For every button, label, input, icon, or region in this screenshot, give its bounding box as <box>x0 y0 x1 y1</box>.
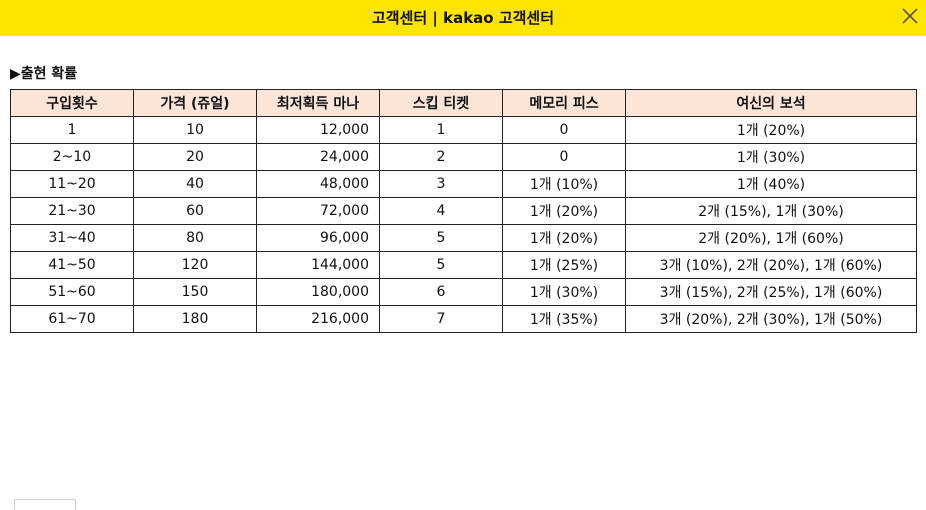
price-cell: 60 <box>133 197 257 225</box>
price-cell: 20 <box>133 143 257 171</box>
goddess-gem-cell: 2개 (20%), 1개 (60%) <box>625 224 917 252</box>
skip-ticket-cell: 5 <box>379 251 503 279</box>
purchase-count-cell: 41~50 <box>10 251 134 279</box>
purchase-count-cell: 21~30 <box>10 197 134 225</box>
price-cell: 180 <box>133 305 257 333</box>
price-cell: 80 <box>133 224 257 252</box>
goddess-gem-cell: 3개 (15%), 2개 (25%), 1개 (60%) <box>625 278 917 306</box>
min-mana-cell: 48,000 <box>256 170 380 198</box>
table-row: 61~70 180 216,000 7 1개 (35%) 3개 (20%), 2… <box>10 305 917 333</box>
skip-ticket-cell: 1 <box>379 116 503 144</box>
window-title: 고객센터 | kakao 고객센터 <box>371 9 555 27</box>
probability-table: 구입횟수 가격 (쥬얼) 최저획득 마나 스킵 티켓 메모리 피스 여신의 보석… <box>10 89 917 333</box>
memory-piece-cell: 1개 (10%) <box>502 170 626 198</box>
memory-piece-cell: 0 <box>502 143 626 171</box>
purchase-count-cell: 31~40 <box>10 224 134 252</box>
column-header: 메모리 피스 <box>502 89 626 117</box>
memory-piece-cell: 1개 (20%) <box>502 224 626 252</box>
goddess-gem-cell: 2개 (15%), 1개 (30%) <box>625 197 917 225</box>
column-header: 여신의 보석 <box>625 89 917 117</box>
purchase-count-cell: 11~20 <box>10 170 134 198</box>
skip-ticket-cell: 3 <box>379 170 503 198</box>
skip-ticket-cell: 4 <box>379 197 503 225</box>
section-title: ▶출현 확률 <box>10 66 78 82</box>
purchase-count-cell: 1 <box>10 116 134 144</box>
memory-piece-cell: 1개 (25%) <box>502 251 626 279</box>
table-row: 51~60 150 180,000 6 1개 (30%) 3개 (15%), 2… <box>10 278 917 306</box>
min-mana-cell: 144,000 <box>256 251 380 279</box>
min-mana-cell: 24,000 <box>256 143 380 171</box>
skip-ticket-cell: 7 <box>379 305 503 333</box>
skip-ticket-cell: 6 <box>379 278 503 306</box>
table-row: 21~30 60 72,000 4 1개 (20%) 2개 (15%), 1개 … <box>10 197 917 225</box>
column-header: 최저획득 마나 <box>256 89 380 117</box>
memory-piece-cell: 1개 (20%) <box>502 197 626 225</box>
price-cell: 10 <box>133 116 257 144</box>
skip-ticket-cell: 5 <box>379 224 503 252</box>
table-header-row: 구입횟수 가격 (쥬얼) 최저획득 마나 스킵 티켓 메모리 피스 여신의 보석 <box>10 89 917 117</box>
purchase-count-cell: 51~60 <box>10 278 134 306</box>
table-row: 2~10 20 24,000 2 0 1개 (30%) <box>10 143 917 171</box>
close-icon[interactable] <box>898 4 922 28</box>
skip-ticket-cell: 2 <box>379 143 503 171</box>
price-cell: 150 <box>133 278 257 306</box>
min-mana-cell: 72,000 <box>256 197 380 225</box>
table-row: 1 10 12,000 1 0 1개 (20%) <box>10 116 917 144</box>
column-header: 스킵 티켓 <box>379 89 503 117</box>
column-header: 가격 (쥬얼) <box>133 89 257 117</box>
min-mana-cell: 216,000 <box>256 305 380 333</box>
goddess-gem-cell: 3개 (10%), 2개 (20%), 1개 (60%) <box>625 251 917 279</box>
price-cell: 40 <box>133 170 257 198</box>
purchase-count-cell: 61~70 <box>10 305 134 333</box>
memory-piece-cell: 1개 (30%) <box>502 278 626 306</box>
purchase-count-cell: 2~10 <box>10 143 134 171</box>
goddess-gem-cell: 3개 (20%), 2개 (30%), 1개 (50%) <box>625 305 917 333</box>
column-header: 구입횟수 <box>10 89 134 117</box>
table-row: 11~20 40 48,000 3 1개 (10%) 1개 (40%) <box>10 170 917 198</box>
price-cell: 120 <box>133 251 257 279</box>
min-mana-cell: 12,000 <box>256 116 380 144</box>
memory-piece-cell: 0 <box>502 116 626 144</box>
table-row: 31~40 80 96,000 5 1개 (20%) 2개 (20%), 1개 … <box>10 224 917 252</box>
goddess-gem-cell: 1개 (30%) <box>625 143 917 171</box>
header-bar: 고객센터 | kakao 고객센터 <box>0 0 926 36</box>
goddess-gem-cell: 1개 (20%) <box>625 116 917 144</box>
min-mana-cell: 96,000 <box>256 224 380 252</box>
table-row: 41~50 120 144,000 5 1개 (25%) 3개 (10%), 2… <box>10 251 917 279</box>
goddess-gem-cell: 1개 (40%) <box>625 170 917 198</box>
memory-piece-cell: 1개 (35%) <box>502 305 626 333</box>
min-mana-cell: 180,000 <box>256 278 380 306</box>
